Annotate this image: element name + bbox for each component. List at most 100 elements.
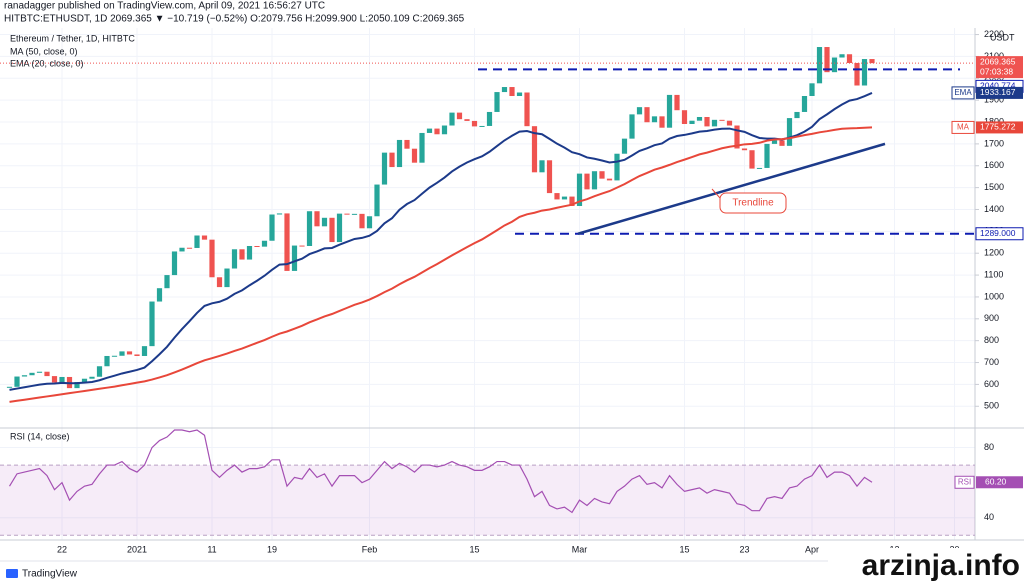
candle: [464, 119, 470, 121]
candle: [389, 152, 395, 168]
candle: [336, 213, 343, 243]
y-tick-label: 600: [984, 379, 999, 389]
candle: [404, 139, 410, 149]
rsi-tag-bg: [976, 476, 1023, 489]
series-name-bg: [951, 120, 975, 134]
brand-logo: [6, 569, 18, 578]
candle: [681, 110, 688, 124]
candle: [89, 376, 95, 379]
candle: [606, 178, 613, 181]
candle: [81, 378, 88, 382]
candle: [554, 193, 560, 200]
candle: [569, 196, 575, 206]
candle: [644, 107, 650, 123]
candle: [869, 59, 875, 64]
candle: [216, 277, 223, 288]
chart-title: Ethereum / Tether, 1D, HITBTC: [10, 33, 135, 43]
candle: [449, 112, 455, 126]
candle: [164, 275, 170, 289]
candle: [6, 386, 13, 388]
brand: TradingView: [6, 569, 78, 580]
y-tick-label: 1100: [984, 269, 1003, 279]
candle: [119, 351, 125, 356]
last-price-tag-bg: [976, 56, 1023, 79]
rsi-tag: 60.20: [985, 477, 1007, 487]
candle: [696, 116, 703, 121]
trendline: [577, 142, 886, 235]
candle: [434, 128, 440, 135]
candle: [426, 128, 433, 133]
series-tag: 1933.167: [980, 87, 1016, 97]
candle: [179, 247, 185, 252]
x-tick-label: Feb: [362, 544, 378, 554]
x-tick-label: 11: [207, 544, 216, 554]
candle: [111, 355, 118, 357]
candle: [531, 126, 538, 173]
candle: [29, 372, 35, 376]
candle: [846, 54, 853, 63]
y-tick-label: 1400: [984, 204, 1004, 214]
candle: [479, 125, 485, 127]
candle: [104, 355, 110, 367]
series-tag-bg: [976, 121, 1023, 134]
candle: [614, 153, 620, 181]
candle: [599, 171, 605, 179]
candle: [276, 213, 283, 215]
candle: [299, 245, 305, 247]
candle: [51, 376, 58, 383]
series-tag-bg: [976, 86, 1023, 99]
candle: [321, 217, 328, 227]
candle: [36, 371, 43, 373]
candle: [719, 119, 725, 121]
candle: [674, 94, 680, 111]
candle: [779, 140, 785, 146]
y-tick-label: 1200: [984, 248, 1004, 258]
candle: [126, 351, 133, 355]
candle: [816, 47, 823, 84]
candle: [824, 47, 830, 73]
candle: [209, 239, 215, 278]
candle: [261, 240, 268, 247]
candle: [584, 173, 590, 190]
legend-ema: EMA (20, close, 0): [10, 58, 84, 68]
y-tick-label: 1900: [984, 95, 1004, 105]
last-price-tag: 2069.365: [980, 56, 1016, 66]
candle: [486, 111, 493, 126]
y-tick-label: 40: [984, 512, 994, 522]
candle: [314, 211, 320, 227]
series-tag: 1775.272: [980, 122, 1016, 132]
symbol-line: HITBTC:ETHUSDT, 1D 2069.365 ▼ −10.719 (−…: [4, 14, 465, 25]
indicator-line: [9, 126, 873, 403]
level-tag: 1289.000: [980, 228, 1016, 238]
candle: [44, 371, 50, 377]
candle: [801, 96, 808, 112]
candle: [284, 213, 290, 271]
candle: [269, 214, 275, 241]
candle: [756, 167, 763, 169]
candle: [516, 92, 523, 97]
x-tick-label: 2021: [127, 544, 147, 554]
candle: [456, 112, 463, 120]
candle: [501, 87, 508, 93]
y-tick-label: 1500: [984, 182, 1004, 192]
candle: [494, 92, 500, 112]
candle: [839, 54, 845, 58]
candle: [711, 119, 718, 127]
candle: [59, 376, 65, 383]
x-tick-label: 15: [469, 544, 479, 554]
candle: [471, 120, 478, 127]
trendline-box: [719, 192, 787, 214]
y-tick-label: 1800: [984, 116, 1004, 126]
candle: [861, 59, 868, 86]
candle: [149, 301, 155, 347]
candle: [651, 116, 658, 123]
candle: [254, 245, 260, 247]
x-tick-label: 19: [267, 544, 277, 554]
candle: [786, 118, 793, 146]
candle: [576, 173, 583, 206]
y-unit: USDT: [990, 32, 1015, 42]
candle: [794, 111, 800, 119]
y-tick-label: 800: [984, 335, 999, 345]
